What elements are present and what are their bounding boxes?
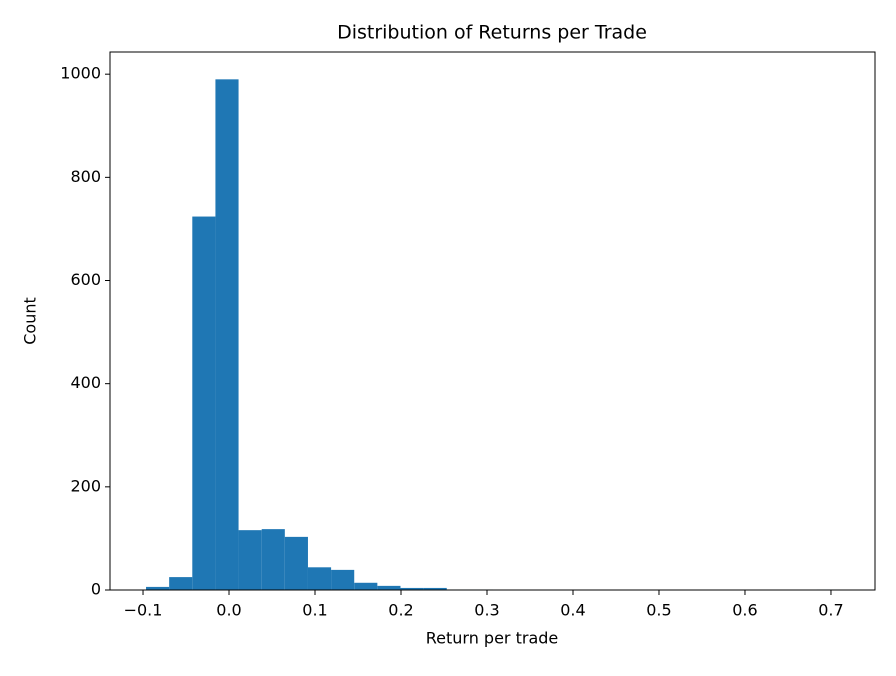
x-tick-label: 0.1 [302,601,327,620]
bar [169,577,193,590]
x-tick-label: −0.1 [124,601,163,620]
bar [215,79,239,591]
bar [423,587,447,590]
x-tick-label: 0.4 [560,601,585,620]
bar [146,586,170,590]
y-tick-label: 0 [91,580,101,599]
x-tick-label: 0.6 [732,601,757,620]
bar [284,536,308,590]
bar [331,569,355,590]
plot-frame [109,51,876,591]
y-tick-label: 800 [70,167,101,186]
y-axis-label: Count [21,297,40,345]
x-tick-label: 0.3 [474,601,499,620]
chart-title: Distribution of Returns per Trade [337,22,647,44]
y-tick-label: 600 [70,270,101,289]
bar [192,216,216,590]
bar [238,530,262,590]
bar [307,567,332,590]
bar [400,587,424,590]
x-axis-label: Return per trade [426,629,559,648]
y-tick-label: 400 [70,373,101,392]
bar [377,585,401,590]
x-tick-label: 0.0 [216,601,241,620]
bar [354,582,378,590]
x-tick-label: 0.2 [388,601,413,620]
x-tick-label: 0.7 [818,601,843,620]
y-tick-label: 200 [70,476,101,495]
y-tick-label: 1000 [60,64,101,83]
x-tick-label: 0.5 [646,601,671,620]
bar [261,529,285,590]
